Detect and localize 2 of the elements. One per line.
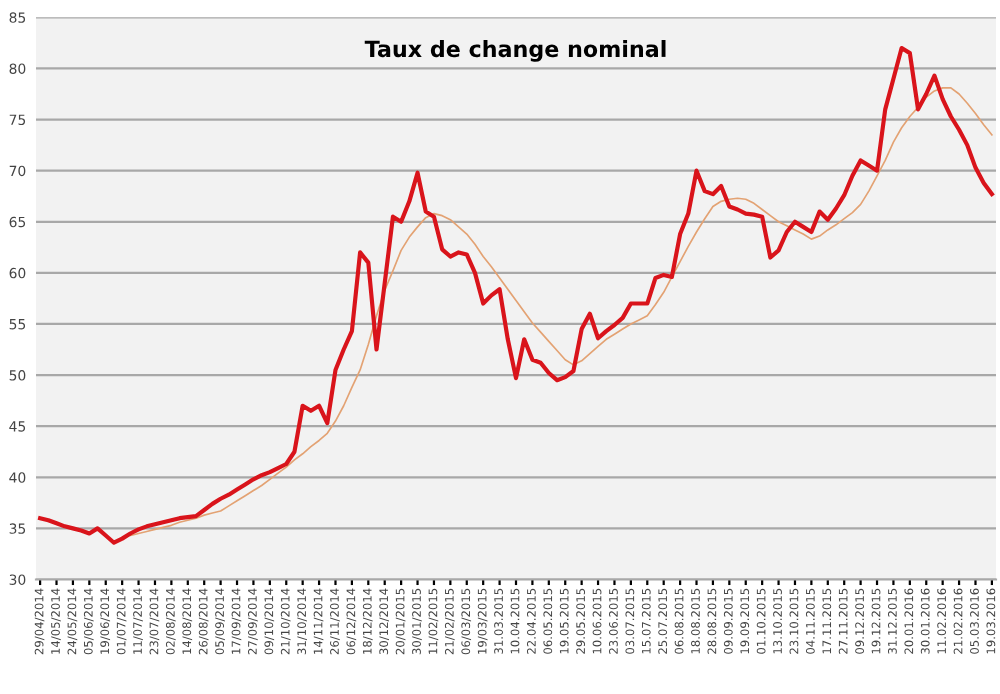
text: Taux de change nominal	[364, 40, 666, 62]
line-series	[129, 87, 993, 537]
